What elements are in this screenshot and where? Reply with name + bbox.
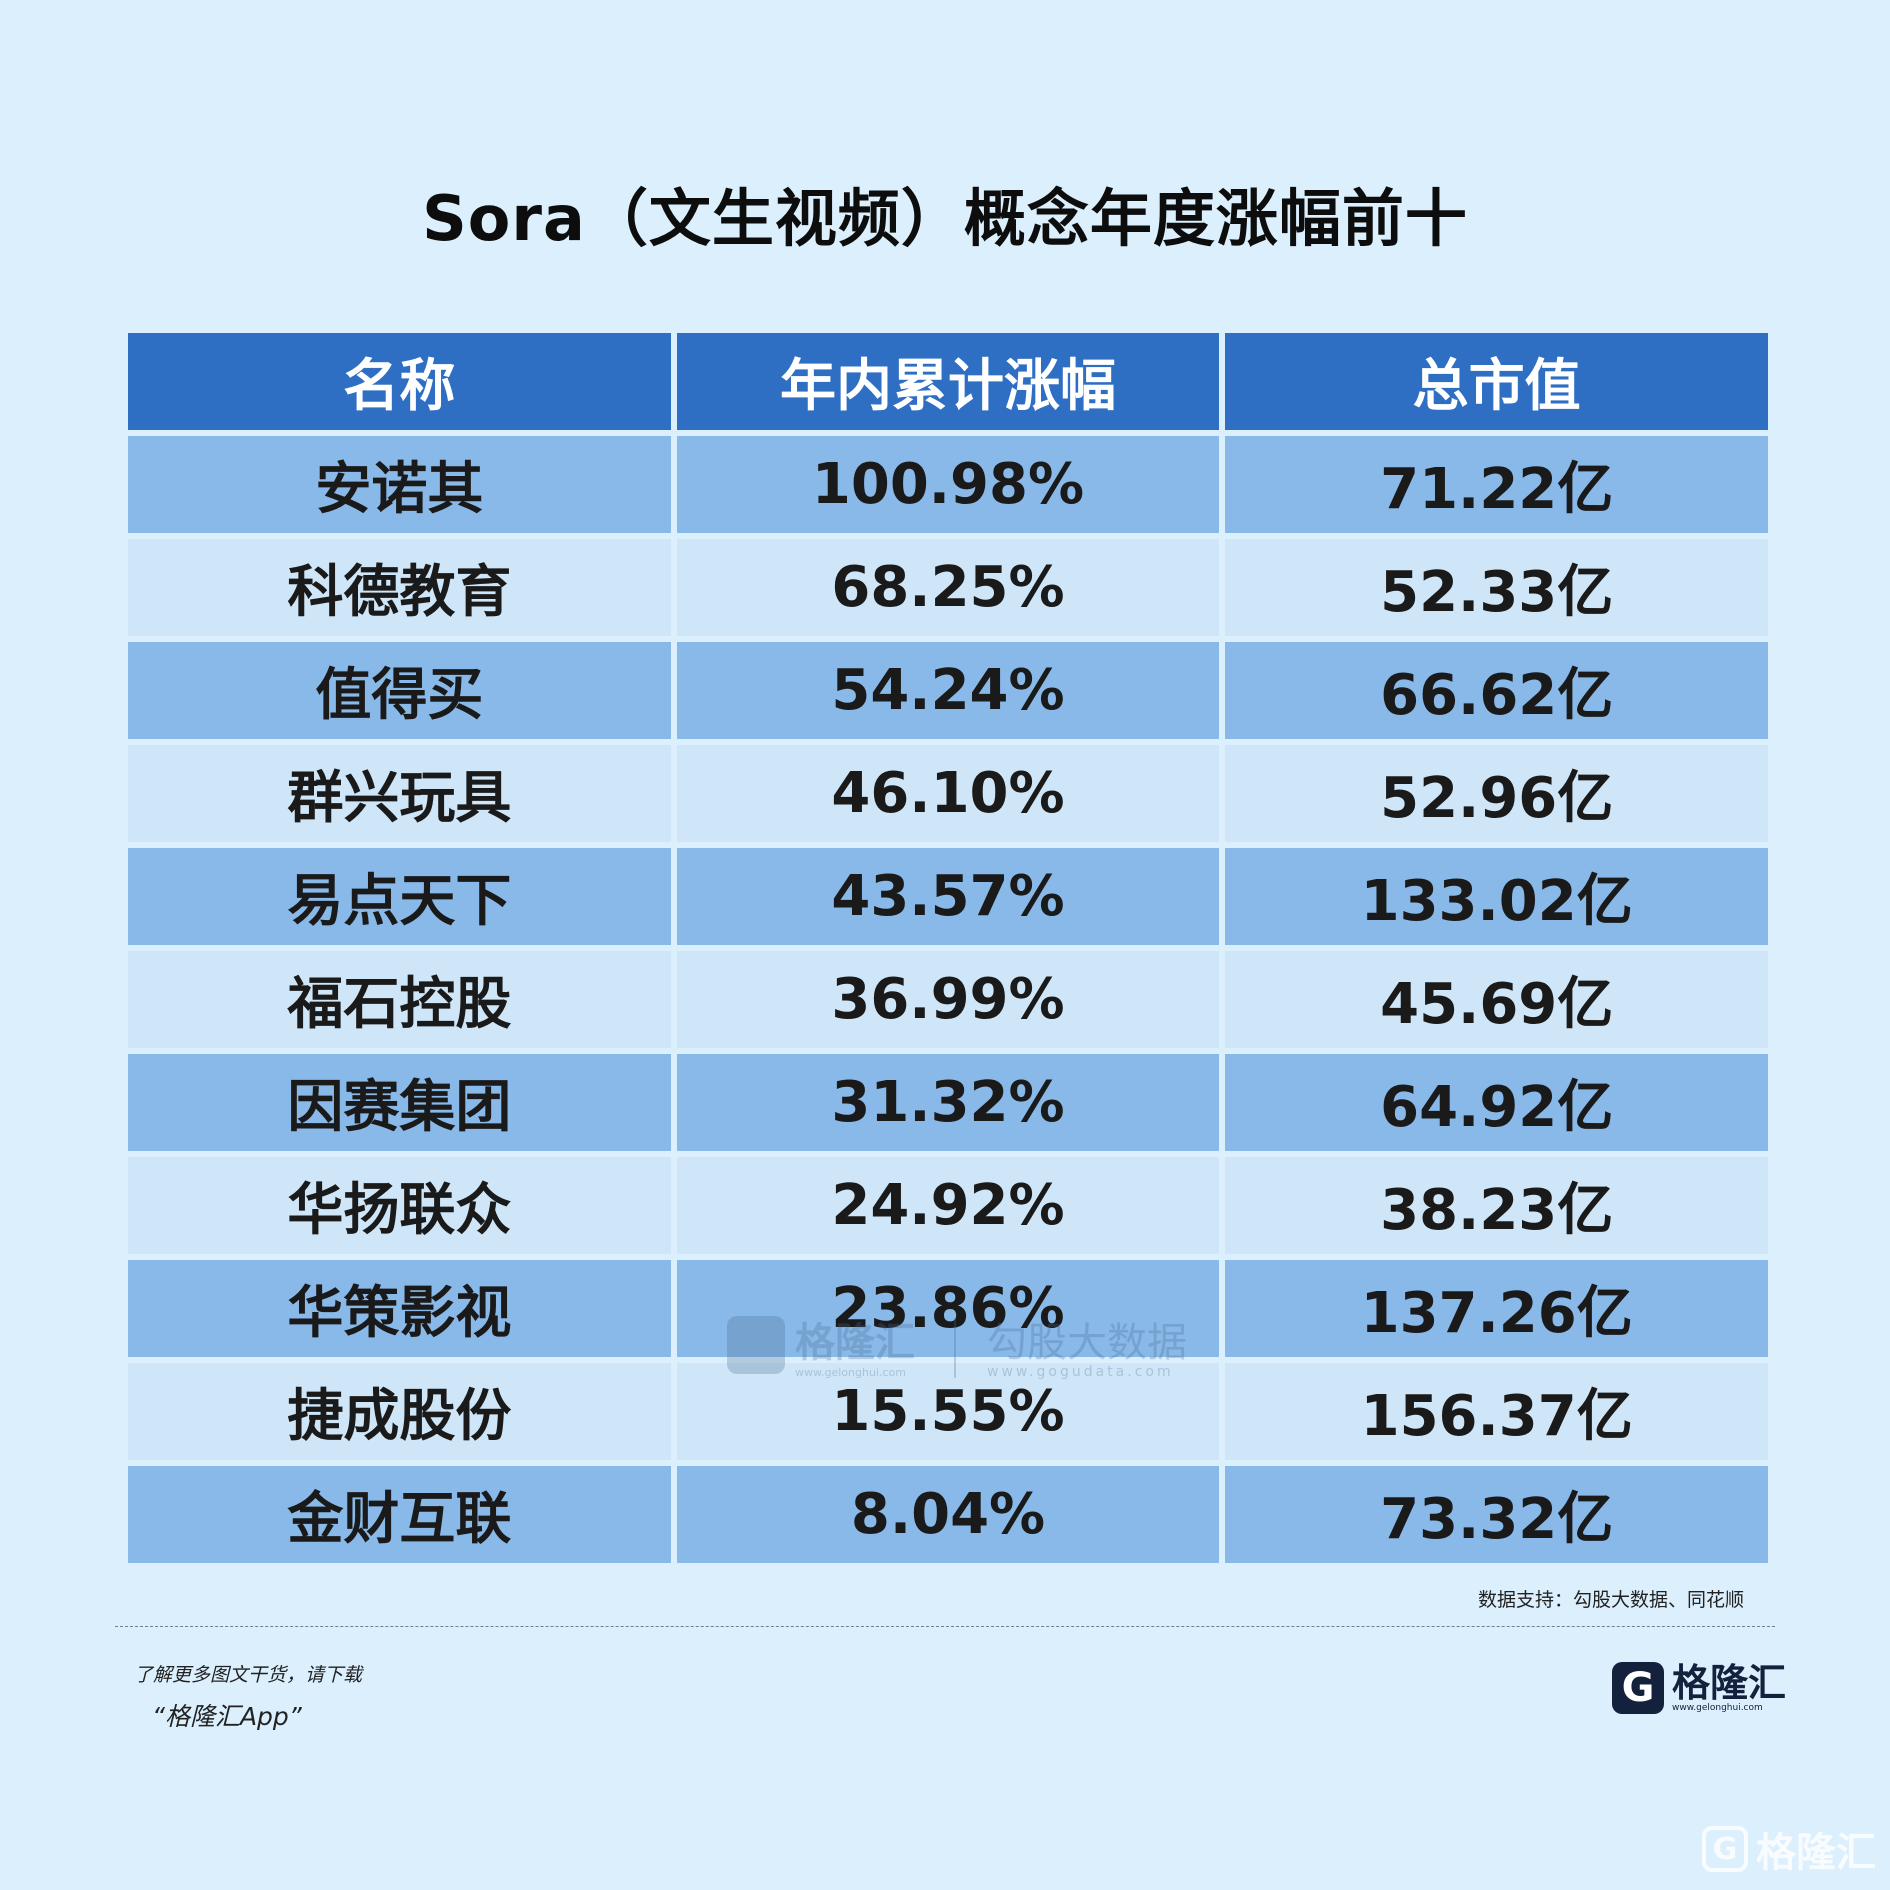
brand-logo-text: 格隆汇 www.gelonghui.com	[1672, 1663, 1786, 1713]
table-row: 福石控股 36.99% 45.69亿	[128, 951, 1769, 1048]
table-row: 安诺其 100.98% 71.22亿	[128, 436, 1769, 533]
cell-market-cap: 38.23亿	[1225, 1157, 1769, 1254]
cell-gain: 24.92%	[676, 1157, 1220, 1254]
table-row: 科德教育 68.25% 52.33亿	[128, 539, 1769, 636]
cell-market-cap: 52.96亿	[1225, 745, 1769, 842]
table-row: 群兴玩具 46.10% 52.96亿	[128, 745, 1769, 842]
header-cell-gain: 年内累计涨幅	[676, 333, 1220, 430]
table-row: 金财互联 8.04% 73.32亿	[128, 1466, 1769, 1563]
table-row: 因赛集团 31.32% 64.92亿	[128, 1054, 1769, 1151]
cell-name: 华扬联众	[128, 1157, 671, 1254]
cell-name: 安诺其	[128, 436, 671, 533]
header-cell-name: 名称	[128, 333, 671, 430]
header-cell-market-cap: 总市值	[1225, 333, 1769, 430]
corner-brand-name: 格隆汇	[1756, 1830, 1876, 1876]
corner-logo-icon: G	[1702, 1826, 1748, 1872]
cell-name: 华策影视	[128, 1260, 671, 1357]
cell-name: 捷成股份	[128, 1363, 671, 1460]
cell-name: 福石控股	[128, 951, 671, 1048]
table-row: 华扬联众 24.92% 38.23亿	[128, 1157, 1769, 1254]
cell-gain: 15.55%	[676, 1363, 1220, 1460]
cell-gain: 43.57%	[676, 848, 1220, 945]
corner-watermark: G 格隆汇	[1702, 1820, 1876, 1878]
cell-name: 科德教育	[128, 539, 671, 636]
cell-market-cap: 71.22亿	[1225, 436, 1769, 533]
table-row: 捷成股份 15.55% 156.37亿	[128, 1363, 1769, 1460]
cell-name: 易点天下	[128, 848, 671, 945]
promo-app-name: “格隆汇App”	[152, 1702, 302, 1731]
cell-gain: 8.04%	[676, 1466, 1220, 1563]
cell-market-cap: 137.26亿	[1225, 1260, 1769, 1357]
data-table: 名称 年内累计涨幅 总市值 安诺其 100.98% 71.22亿 科德教育 68.25%…	[128, 333, 1769, 1569]
brand-url: www.gelonghui.com	[1672, 1703, 1763, 1713]
cell-market-cap: 156.37亿	[1225, 1363, 1769, 1460]
cell-market-cap: 64.92亿	[1225, 1054, 1769, 1151]
table-row: 值得买 54.24% 66.62亿	[128, 642, 1769, 739]
brand-logo-icon: G	[1612, 1662, 1664, 1714]
cell-market-cap: 66.62亿	[1225, 642, 1769, 739]
table-header-row: 名称 年内累计涨幅 总市值	[128, 333, 1769, 430]
cell-market-cap: 73.32亿	[1225, 1466, 1769, 1563]
cell-market-cap: 45.69亿	[1225, 951, 1769, 1048]
cell-gain: 46.10%	[676, 745, 1220, 842]
cell-gain: 23.86%	[676, 1260, 1220, 1357]
cell-gain: 36.99%	[676, 951, 1220, 1048]
data-source-note: 数据支持：勾股大数据、同花顺	[1477, 1589, 1744, 1611]
page-title: Sora（文生视频）概念年度涨幅前十	[422, 182, 1468, 255]
promo-text: 了解更多图文干货，请下载	[134, 1664, 363, 1686]
cell-gain: 54.24%	[676, 642, 1220, 739]
cell-gain: 100.98%	[676, 436, 1220, 533]
cell-gain: 31.32%	[676, 1054, 1220, 1151]
cell-market-cap: 133.02亿	[1225, 848, 1769, 945]
table-row: 易点天下 43.57% 133.02亿	[128, 848, 1769, 945]
cell-name: 因赛集团	[128, 1054, 671, 1151]
table-row: 华策影视 23.86% 137.26亿	[128, 1260, 1769, 1357]
cell-name: 群兴玩具	[128, 745, 671, 842]
brand-logo: G 格隆汇 www.gelonghui.com	[1612, 1662, 1786, 1714]
cell-name: 值得买	[128, 642, 671, 739]
brand-name: 格隆汇	[1672, 1661, 1787, 1705]
cell-gain: 68.25%	[676, 539, 1220, 636]
cell-name: 金财互联	[128, 1466, 671, 1563]
divider	[115, 1626, 1775, 1627]
cell-market-cap: 52.33亿	[1225, 539, 1769, 636]
table-body: 安诺其 100.98% 71.22亿 科德教育 68.25% 52.33亿 值得买 54.24…	[128, 436, 1769, 1563]
